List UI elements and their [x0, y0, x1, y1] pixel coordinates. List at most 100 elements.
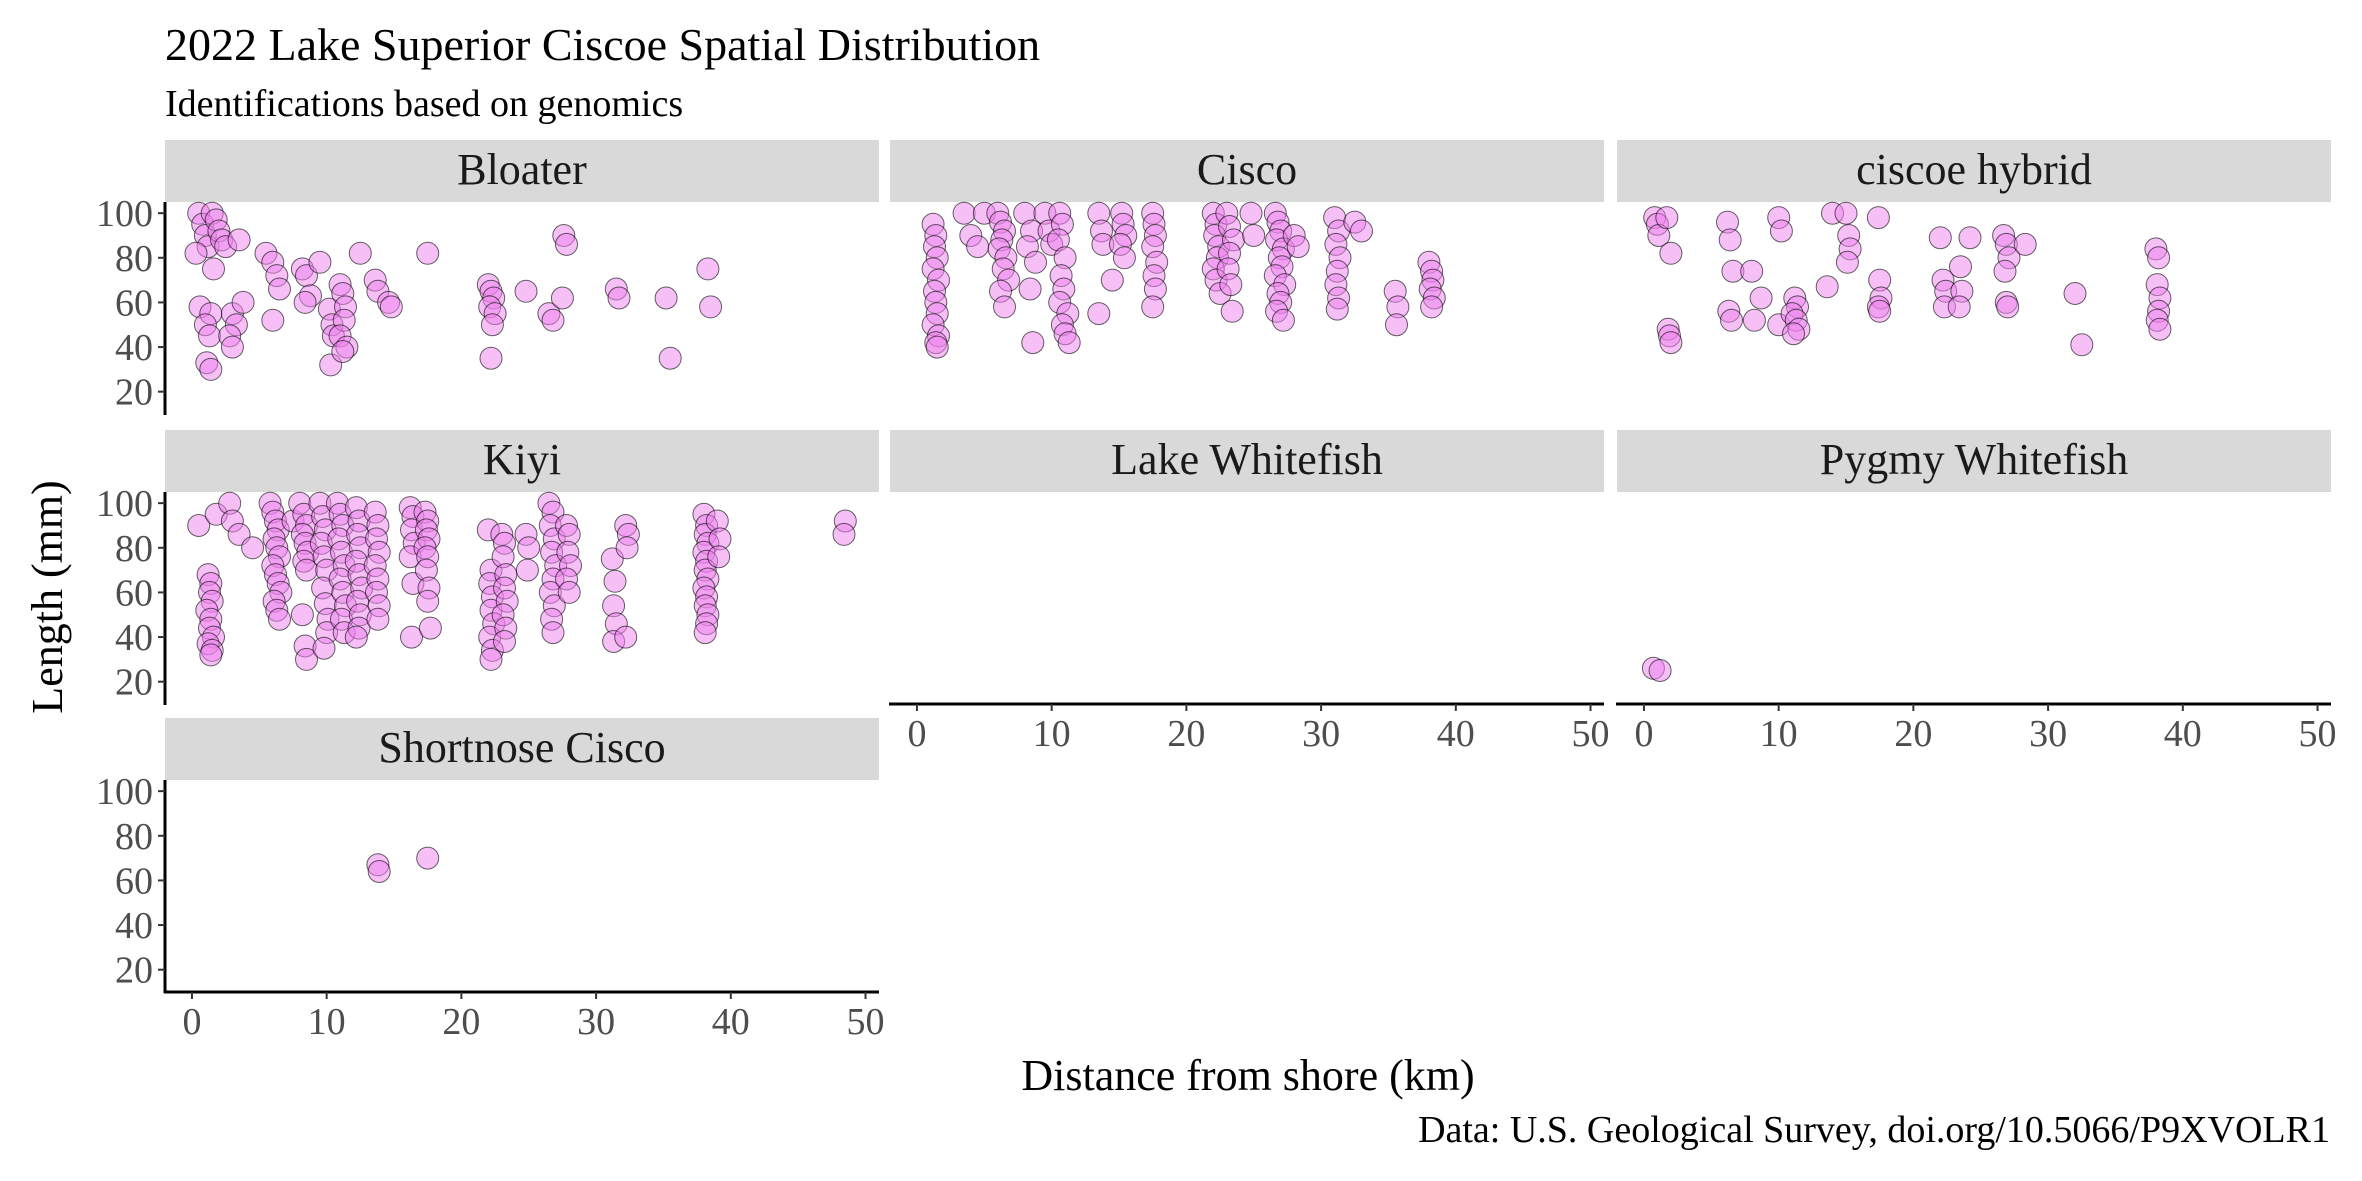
data-point — [1866, 206, 1890, 230]
data-point — [308, 250, 332, 274]
data-point — [555, 232, 578, 256]
y-tick-label: 60 — [115, 572, 153, 614]
data-point — [550, 286, 574, 310]
data-point — [416, 589, 440, 613]
data-point — [290, 603, 314, 627]
facet-label: Lake Whitefish — [1111, 435, 1383, 484]
data-point — [416, 846, 440, 870]
data-point — [1219, 273, 1243, 297]
data-point — [603, 569, 627, 593]
data-point — [1958, 226, 1982, 250]
y-tick-label: 40 — [115, 905, 153, 947]
x-tick-label: 20 — [1167, 713, 1205, 755]
data-point — [227, 228, 251, 252]
data-point — [654, 286, 678, 310]
data-point — [1021, 331, 1045, 355]
data-point — [198, 324, 221, 348]
data-point — [1718, 228, 1742, 252]
x-tick-label: 40 — [712, 1001, 750, 1043]
data-point — [1835, 250, 1859, 274]
data-point — [1350, 219, 1373, 243]
data-point — [1949, 255, 1972, 279]
data-point — [295, 647, 318, 671]
data-point — [2148, 317, 2172, 341]
x-tick-label: 10 — [308, 1001, 346, 1043]
data-point — [696, 257, 720, 281]
data-point — [1769, 219, 1793, 243]
data-point — [2070, 333, 2094, 357]
data-point — [1740, 259, 1764, 283]
data-point — [1325, 297, 1349, 321]
data-point — [832, 522, 856, 546]
x-tick-label: 10 — [1033, 713, 1071, 755]
data-point — [515, 558, 539, 582]
y-tick-label: 80 — [115, 528, 153, 570]
data-point — [293, 290, 317, 314]
data-point — [514, 279, 538, 303]
y-axis-label: Length (mm) — [23, 480, 72, 713]
facet-strip-pygmy-whitefish — [1617, 430, 2331, 492]
data-point — [312, 636, 336, 660]
x-tick-label: 20 — [442, 1001, 480, 1043]
y-tick-label: 60 — [115, 860, 153, 902]
x-tick-label: 10 — [1760, 713, 1798, 755]
facet-label: ciscoe hybrid — [1856, 145, 2092, 194]
facet-label: Pygmy Whitefish — [1820, 435, 2128, 484]
data-point — [2013, 232, 2037, 256]
data-point — [418, 616, 442, 640]
data-point — [1271, 308, 1295, 332]
facet-label: Cisco — [1197, 145, 1297, 194]
data-point — [2147, 246, 2171, 270]
data-point — [699, 295, 723, 319]
data-point — [517, 536, 541, 560]
facet-strip-bloater — [165, 140, 879, 202]
facet-label: Bloater — [457, 145, 587, 194]
data-point — [202, 257, 225, 281]
y-tick-label: 100 — [96, 483, 153, 525]
data-point — [615, 536, 639, 560]
x-tick-label: 50 — [1572, 713, 1610, 755]
data-point — [366, 607, 390, 631]
data-point — [952, 201, 976, 225]
data-point — [1141, 295, 1165, 319]
x-tick-label: 40 — [2164, 713, 2202, 755]
facet-strip-kiyi — [165, 430, 879, 492]
facet-strip-shortnose-cisco — [165, 718, 879, 780]
data-point — [199, 643, 223, 667]
facet-label: Kiyi — [483, 435, 561, 484]
facet-label: Shortnose Cisco — [378, 723, 665, 772]
data-point — [331, 340, 355, 363]
data-point — [1112, 246, 1136, 270]
data-point — [187, 514, 211, 537]
x-tick-label: 50 — [2299, 713, 2337, 755]
facet-strip-cisco — [890, 140, 1604, 202]
x-tick-label: 0 — [1634, 713, 1653, 755]
data-point — [1993, 259, 2017, 283]
data-point — [1782, 322, 1805, 346]
data-point — [1420, 295, 1444, 319]
data-point — [1100, 268, 1124, 292]
y-tick-label: 20 — [115, 662, 153, 704]
data-point — [658, 346, 682, 370]
data-point — [1220, 299, 1244, 323]
data-point — [693, 621, 717, 645]
data-point — [925, 335, 949, 359]
x-tick-label: 40 — [1437, 713, 1475, 755]
data-point — [1018, 277, 1042, 301]
chart-caption: Data: U.S. Geological Survey, doi.org/10… — [1418, 1109, 2330, 1151]
data-point — [2063, 282, 2087, 305]
data-point — [379, 295, 403, 319]
data-point — [261, 308, 285, 332]
data-point — [231, 290, 255, 314]
y-tick-label: 100 — [96, 193, 153, 235]
data-point — [707, 545, 731, 569]
data-point — [241, 536, 265, 560]
data-point — [268, 607, 291, 631]
data-point — [1996, 295, 2020, 319]
y-tick-label: 20 — [115, 372, 153, 414]
x-tick-label: 30 — [577, 1001, 615, 1043]
